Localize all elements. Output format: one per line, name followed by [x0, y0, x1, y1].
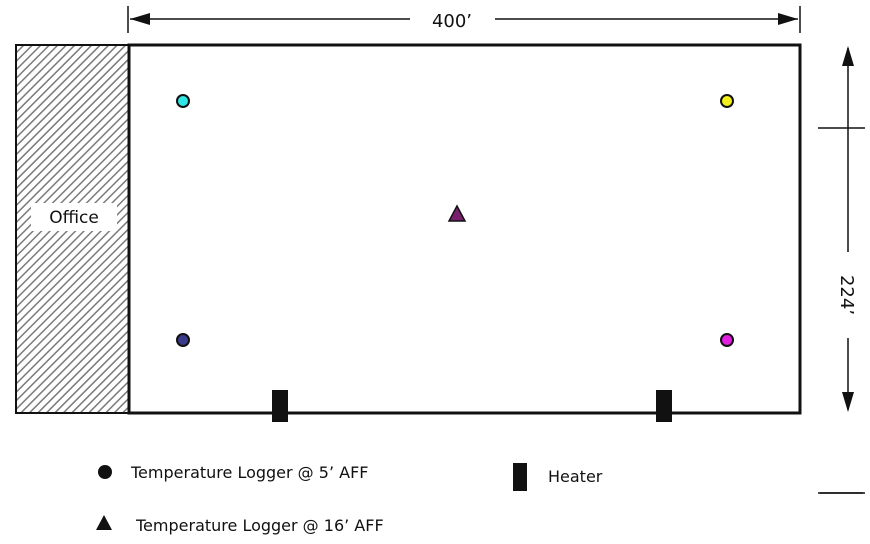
temperature-logger-5ft-bottom-right: [720, 333, 734, 347]
width-left-arrow-icon: [130, 13, 150, 25]
height-top-arrow-icon: [842, 46, 854, 66]
height-dimension: 224’: [818, 46, 865, 494]
office-label-box: [31, 203, 117, 231]
heater-left: [272, 390, 288, 422]
building-outline: [127, 43, 802, 415]
legend-logger-5ft-label: Temperature Logger @ 5’ AFF: [130, 463, 368, 482]
legend-heater-label: Heater: [548, 467, 603, 486]
legend: Temperature Logger @ 5’ AFF Heater Tempe…: [96, 463, 863, 535]
temperature-logger-5ft-top-left: [176, 94, 190, 108]
height-bottom-arrow-icon: [842, 392, 854, 412]
legend-triangle-icon: [96, 515, 112, 530]
temperature-logger-5ft-bottom-left: [176, 333, 190, 347]
temperature-logger-5ft-top-right: [720, 94, 734, 108]
office-label: Office: [49, 208, 99, 228]
legend-circle-icon: [98, 465, 112, 479]
temperature-logger-16ft-center: [447, 204, 467, 222]
height-dimension-label: 224’: [836, 275, 857, 315]
width-right-arrow-icon: [778, 13, 798, 25]
heater-right: [656, 390, 672, 422]
width-dimension-label: 400’: [432, 11, 472, 32]
legend-logger-16ft-label: Temperature Logger @ 16’ AFF: [135, 516, 384, 535]
width-dimension: 400’: [127, 6, 801, 33]
legend-heater-icon: [513, 463, 527, 491]
